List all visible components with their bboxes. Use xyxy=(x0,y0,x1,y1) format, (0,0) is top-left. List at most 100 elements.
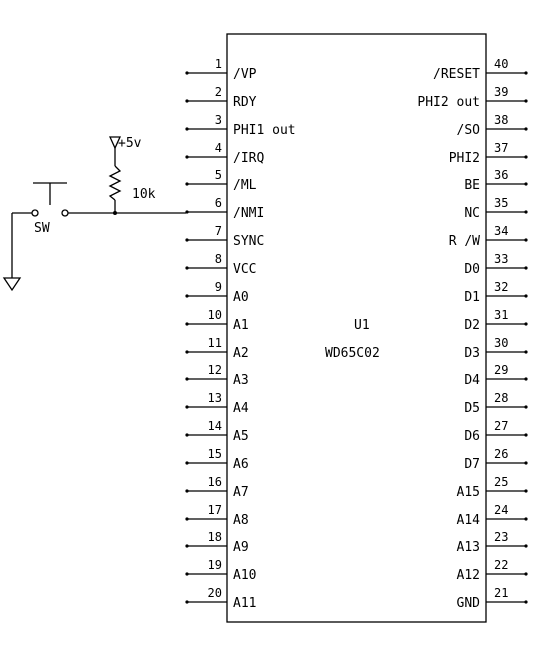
pin-name-right: BE xyxy=(464,178,480,193)
pin-number-right: 29 xyxy=(494,363,508,377)
pin-number-right: 28 xyxy=(494,391,508,405)
pin-end-dot xyxy=(524,377,528,381)
pin-name-right: D1 xyxy=(464,290,480,305)
pin-end-dot xyxy=(524,266,528,270)
pin-number-right: 38 xyxy=(494,113,508,127)
pin-number-left: 10 xyxy=(208,308,222,322)
pin-end-dot xyxy=(524,294,528,298)
pin-number-right: 36 xyxy=(494,168,508,182)
pin-end-dot xyxy=(524,238,528,242)
pin-number-right: 34 xyxy=(494,224,508,238)
pin-name-right: /RESET xyxy=(433,67,480,82)
chip-part: WD65C02 xyxy=(325,346,380,361)
pin-group: 1/VP 2 RDY 3 PHI1 out 4/IRQ 5/ML 6/NMI 7 SYNC 8 VCC… xyxy=(185,57,528,611)
pin-number-right: 22 xyxy=(494,558,508,572)
pin-number-left: 14 xyxy=(208,419,222,433)
pin-end-dot xyxy=(185,127,189,131)
pin-number-left: 2 xyxy=(215,85,222,99)
pin-number-left: 18 xyxy=(208,530,222,544)
pin-number-right: 26 xyxy=(494,447,508,461)
pin-name-left: /IRQ xyxy=(233,151,264,166)
pin-name-right: A14 xyxy=(457,513,481,528)
pin-number-left: 19 xyxy=(208,558,222,572)
pin-number-left: 12 xyxy=(208,363,222,377)
pin-number-left: 8 xyxy=(215,252,222,266)
pin-end-dot xyxy=(185,433,189,437)
pin-number-left: 7 xyxy=(215,224,222,238)
pin-number-left: 16 xyxy=(208,475,222,489)
pin-name-right: PHI2 xyxy=(449,151,480,166)
pin-name-left: VCC xyxy=(233,262,256,277)
pin-number-left: 4 xyxy=(215,141,222,155)
pin-name-right: D4 xyxy=(464,373,480,388)
pin-name-left: /ML xyxy=(233,178,257,193)
pin-number-left: 3 xyxy=(215,113,222,127)
pin-name-right: D6 xyxy=(464,429,480,444)
pin-end-dot xyxy=(524,71,528,75)
pin-end-dot xyxy=(524,99,528,103)
pin-number-right: 39 xyxy=(494,85,508,99)
pin-number-left: 13 xyxy=(208,391,222,405)
pin-end-dot xyxy=(185,266,189,270)
pin-end-dot xyxy=(524,544,528,548)
pin-number-left: 5 xyxy=(215,168,222,182)
pin-end-dot xyxy=(185,182,189,186)
pin-number-right: 35 xyxy=(494,196,508,210)
pin-name-left: /NMI xyxy=(233,206,264,221)
pin-end-dot xyxy=(524,405,528,409)
pin-end-dot xyxy=(524,433,528,437)
pin-number-right: 25 xyxy=(494,475,508,489)
pin-name-left: RDY xyxy=(233,95,257,110)
pin-end-dot xyxy=(185,572,189,576)
pin-name-right: R /W xyxy=(449,234,480,249)
pin-name-left: SYNC xyxy=(233,234,264,249)
pin-name-right: /SO xyxy=(457,123,481,138)
power-label: +5v xyxy=(118,136,142,151)
pin-number-right: 21 xyxy=(494,586,508,600)
switch-label: SW xyxy=(34,221,50,236)
pin-name-right: D3 xyxy=(464,346,480,361)
ground-symbol xyxy=(2,212,32,292)
pin-end-dot xyxy=(185,71,189,75)
pin-end-dot xyxy=(185,544,189,548)
pin-name-right: A13 xyxy=(457,540,480,555)
pin-name-left: A11 xyxy=(233,596,256,611)
pin-name-right: A15 xyxy=(457,485,480,500)
power-arrow-icon xyxy=(108,136,122,150)
pin-end-dot xyxy=(524,350,528,354)
chip-body xyxy=(226,33,487,623)
pin-name-left: /VP xyxy=(233,67,257,82)
pin-number-left: 9 xyxy=(215,280,222,294)
pin-name-right: D0 xyxy=(464,262,480,277)
pin-end-dot xyxy=(185,238,189,242)
pin-name-left: A3 xyxy=(233,373,249,388)
pin-number-right: 40 xyxy=(494,57,508,71)
junction-dot xyxy=(113,211,117,215)
pin-number-left: 1 xyxy=(215,57,222,71)
pin-number-left: 17 xyxy=(208,503,222,517)
pin-number-left: 15 xyxy=(208,447,222,461)
power-symbol: +5v xyxy=(108,136,142,166)
pin-end-dot xyxy=(185,489,189,493)
pin-end-dot xyxy=(185,405,189,409)
pin-number-left: 11 xyxy=(208,336,222,350)
pin-end-dot xyxy=(185,461,189,465)
pin-number-right: 24 xyxy=(494,503,508,517)
pin-end-dot xyxy=(185,294,189,298)
pin-name-left: A7 xyxy=(233,485,249,500)
resistor-value: 10k xyxy=(132,187,156,202)
pin-number-right: 23 xyxy=(494,530,508,544)
pin-end-dot xyxy=(185,600,189,604)
pin-name-right: PHI2 out xyxy=(417,95,480,110)
pin-end-dot xyxy=(524,322,528,326)
pin-end-dot xyxy=(524,210,528,214)
switch-contact-left-icon xyxy=(31,209,39,217)
pin-name-left: A8 xyxy=(233,513,249,528)
pin-end-dot xyxy=(524,127,528,131)
pin-number-right: 33 xyxy=(494,252,508,266)
pin-number-left: 20 xyxy=(208,586,222,600)
pin-end-dot xyxy=(524,155,528,159)
pin-end-dot xyxy=(185,99,189,103)
ground-icon xyxy=(2,277,22,292)
pin-name-left: A0 xyxy=(233,290,249,305)
